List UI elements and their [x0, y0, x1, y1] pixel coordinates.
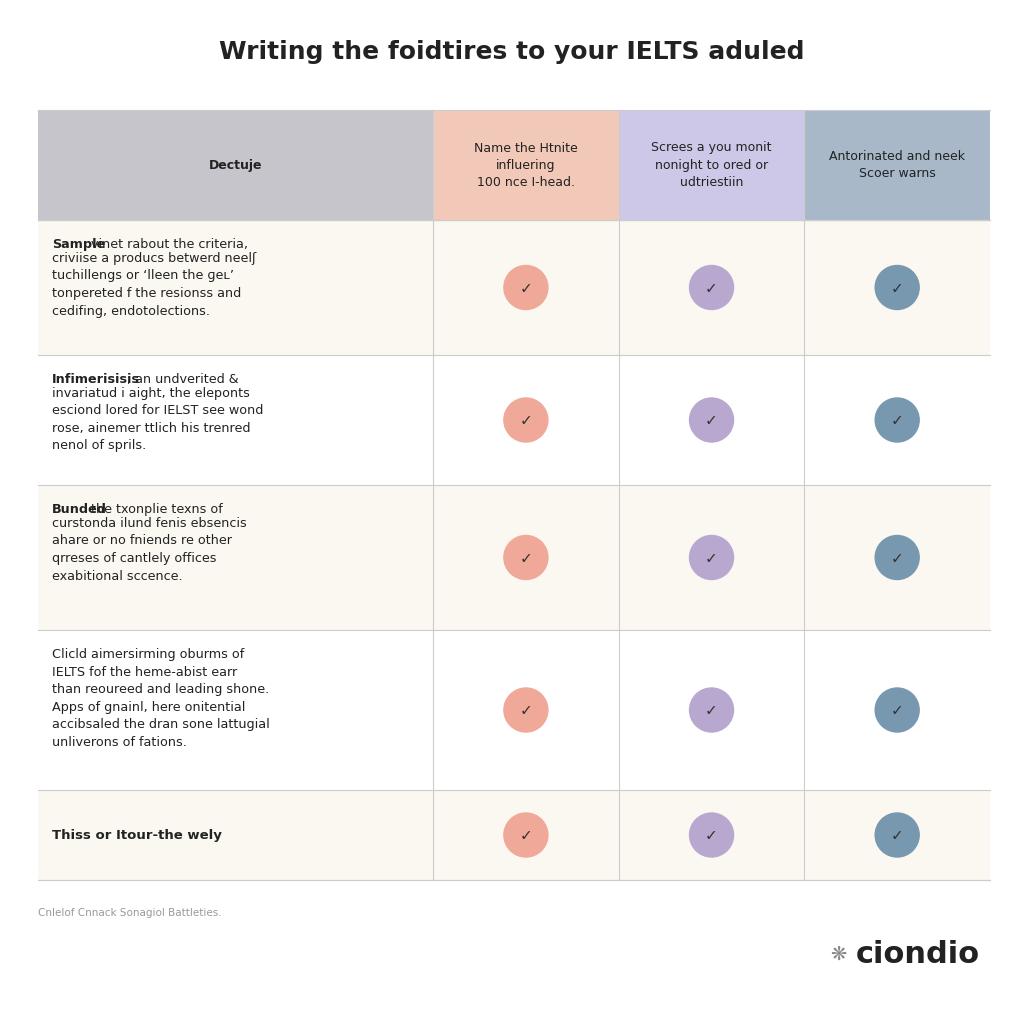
Circle shape — [689, 688, 733, 732]
Circle shape — [876, 536, 920, 580]
Text: ✓: ✓ — [706, 551, 718, 566]
Text: vinet rabout the criteria,: vinet rabout the criteria, — [87, 238, 248, 251]
Circle shape — [876, 688, 920, 732]
Circle shape — [504, 265, 548, 309]
Circle shape — [689, 265, 733, 309]
Text: Screes a you monit
nonight to ored or
udtriestiin: Screes a you monit nonight to ored or ud… — [651, 141, 772, 188]
Text: Infimerisisis: Infimerisisis — [52, 373, 140, 386]
Text: Name the Htnite
influering
100 nce I-head.: Name the Htnite influering 100 nce I-hea… — [474, 141, 578, 188]
Text: invariatud i aight, the eleponts
esciond lored for IELST see wond
rose, ainemer : invariatud i aight, the eleponts esciond… — [52, 387, 263, 453]
Circle shape — [689, 536, 733, 580]
Text: Bunded: Bunded — [52, 503, 106, 516]
Bar — [38, 110, 433, 220]
Text: , an undverited &: , an undverited & — [127, 373, 239, 386]
Text: Writing the foidtires to your IELTS aduled: Writing the foidtires to your IELTS adul… — [219, 40, 805, 63]
Circle shape — [876, 398, 920, 442]
Text: Cnlelof Cnnack Sonagiol Battleties.: Cnlelof Cnnack Sonagiol Battleties. — [38, 908, 221, 918]
Circle shape — [689, 813, 733, 857]
Bar — [618, 110, 805, 220]
Circle shape — [504, 813, 548, 857]
Text: curstonda ilund fenis ebsencis
ahare or no fniends re other
qrreses of cantlely : curstonda ilund fenis ebsencis ahare or … — [52, 517, 247, 583]
Text: ✓: ✓ — [706, 703, 718, 719]
Text: Sample: Sample — [52, 238, 105, 251]
Bar — [805, 110, 990, 220]
Text: ciondio: ciondio — [856, 940, 980, 969]
Text: Antorinated and neek
Scoer warns: Antorinated and neek Scoer warns — [829, 150, 966, 180]
Text: Thiss or Itour-the wely: Thiss or Itour-the wely — [52, 828, 222, 842]
Text: ✓: ✓ — [706, 281, 718, 296]
Bar — [38, 630, 990, 790]
Text: criviise a producs betwerd neelʃ
tuchillengs or ‘lleen the ɡeʟ’
tonpereted f the: criviise a producs betwerd neelʃ tuchill… — [52, 252, 256, 317]
Circle shape — [689, 398, 733, 442]
Circle shape — [504, 398, 548, 442]
Text: ✓: ✓ — [519, 703, 532, 719]
Circle shape — [504, 536, 548, 580]
Bar — [433, 110, 618, 220]
Text: Dectuje: Dectuje — [209, 159, 262, 171]
Text: ✓: ✓ — [891, 828, 903, 844]
Text: ✓: ✓ — [891, 551, 903, 566]
Text: ✓: ✓ — [706, 414, 718, 428]
Bar — [38, 790, 990, 880]
Bar — [38, 355, 990, 485]
Text: ✓: ✓ — [891, 281, 903, 296]
Text: ❋: ❋ — [830, 945, 847, 964]
Text: the txonplie texns of: the txonplie texns of — [87, 503, 222, 516]
Circle shape — [876, 265, 920, 309]
Text: ✓: ✓ — [891, 703, 903, 719]
Text: Clicld aimersirming oburms of
IELTS fof the heme-abist earr
than reoureed and le: Clicld aimersirming oburms of IELTS fof … — [52, 648, 269, 749]
Bar — [38, 220, 990, 355]
Text: ✓: ✓ — [519, 281, 532, 296]
Text: ✓: ✓ — [706, 828, 718, 844]
Text: ✓: ✓ — [891, 414, 903, 428]
Text: ✓: ✓ — [519, 828, 532, 844]
Circle shape — [504, 688, 548, 732]
Text: ✓: ✓ — [519, 551, 532, 566]
Bar — [38, 485, 990, 630]
Text: ✓: ✓ — [519, 414, 532, 428]
Circle shape — [876, 813, 920, 857]
